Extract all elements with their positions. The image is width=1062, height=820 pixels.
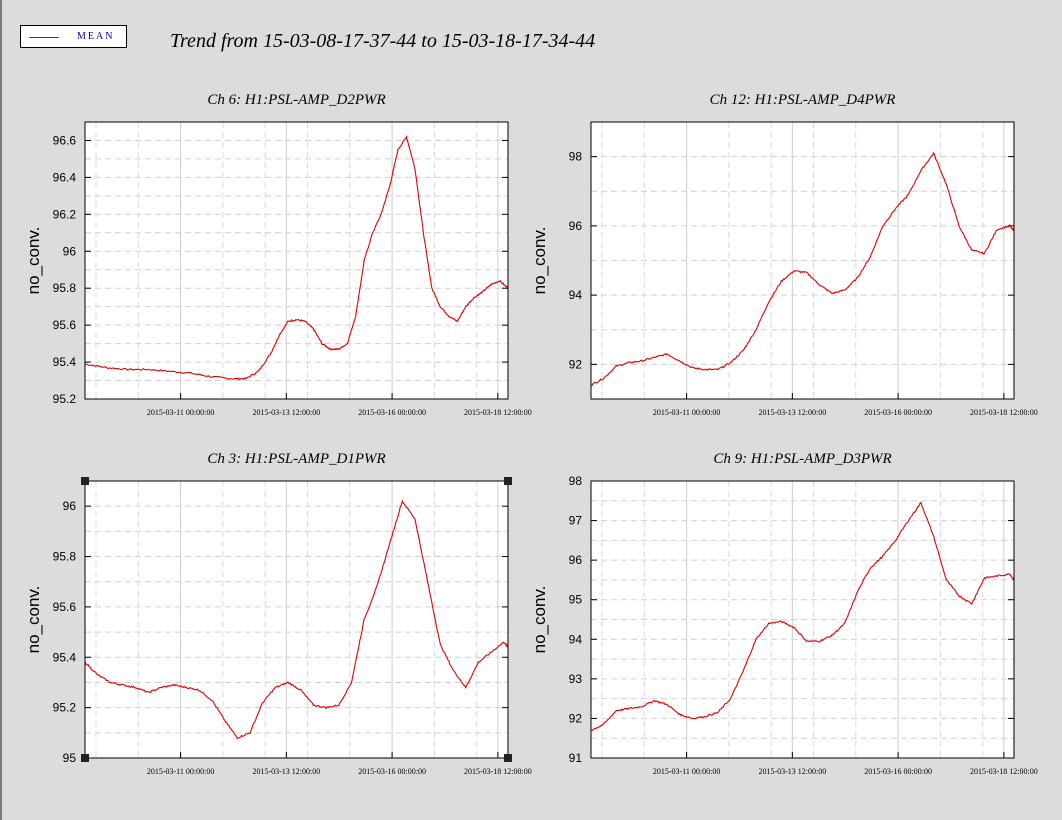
selection-handle xyxy=(504,754,512,762)
plot-area xyxy=(85,481,508,758)
x-tick-label: 2015-03-13 12:00:00 xyxy=(252,767,320,776)
legend-line-swatch xyxy=(29,37,59,38)
y-tick-label: 96 xyxy=(63,499,77,513)
y-tick-label: 97 xyxy=(569,514,583,528)
y-tick-label: 98 xyxy=(569,474,583,488)
chart-title: Ch 6: H1:PSL-AMP_D2PWR xyxy=(207,92,385,108)
chart-title: Ch 12: H1:PSL-AMP_D4PWR xyxy=(710,92,896,108)
y-axis-label: no_conv. xyxy=(530,586,549,654)
chart-title: Ch 9: H1:PSL-AMP_D3PWR xyxy=(713,451,891,467)
chart-panel-3: 95 95.2 95.4 95.6 95.8 96 2015-03-11 00:00:00 2… xyxy=(24,451,532,776)
y-tick-label: 94 xyxy=(569,288,583,302)
plot-frame xyxy=(590,121,1015,400)
y-tick-label: 91 xyxy=(569,751,583,765)
y-tick-label: 95 xyxy=(569,593,583,607)
selection-handle xyxy=(81,754,89,762)
series-line-mean xyxy=(84,499,509,740)
y-axis-label: no_conv. xyxy=(24,586,43,654)
y-tick-label: 95.6 xyxy=(53,318,77,332)
y-tick-label: 92 xyxy=(569,357,583,371)
y-tick-label: 95.4 xyxy=(53,650,77,664)
y-axis-label: no_conv. xyxy=(530,227,549,295)
plot-frame xyxy=(84,480,509,759)
y-tick-label: 94 xyxy=(569,632,583,646)
y-tick-label: 92 xyxy=(569,711,583,725)
x-tick-label: 2015-03-18 12:00:00 xyxy=(970,767,1038,776)
chart-panel-4: 91 92 93 94 95 96 97 98 2015-03-11 00:00:00 2015-… xyxy=(530,451,1038,776)
series-line-mean xyxy=(591,501,1015,731)
selection-handle xyxy=(81,477,89,485)
y-tick-label: 95.6 xyxy=(53,600,77,614)
y-tick-label: 96 xyxy=(569,553,583,567)
plot-frame xyxy=(84,121,509,400)
x-tick-label: 2015-03-13 12:00:00 xyxy=(758,767,826,776)
y-tick-label: 96 xyxy=(569,219,583,233)
y-tick-label: 96 xyxy=(63,244,77,258)
y-tick-label: 96.6 xyxy=(53,133,77,147)
y-tick-label: 95.4 xyxy=(53,355,77,369)
x-tick-label: 2015-03-13 12:00:00 xyxy=(758,408,826,417)
selection-handle xyxy=(504,477,512,485)
chart-panel-1: 95.2 95.4 95.6 95.8 96 96.2 96.4 96.6 2015-03-11… xyxy=(24,92,532,417)
y-tick-label: 95.8 xyxy=(53,281,77,295)
y-tick-label: 95 xyxy=(63,751,77,765)
x-tick-label: 2015-03-13 12:00:00 xyxy=(252,408,320,417)
legend-box: MEAN xyxy=(20,25,127,48)
plot-frame xyxy=(590,480,1015,759)
series-line-mean xyxy=(590,151,1015,387)
chart-panel-2: 92 94 96 98 2015-03-11 00:00:00 2015-03-13 12… xyxy=(530,92,1038,417)
window-left-border xyxy=(0,0,2,820)
x-tick-label: 2015-03-11 00:00:00 xyxy=(653,408,720,417)
x-tick-label: 2015-03-11 00:00:00 xyxy=(147,767,214,776)
y-tick-label: 96.2 xyxy=(53,207,77,221)
x-tick-label: 2015-03-16 00:00:00 xyxy=(358,408,426,417)
x-tick-label: 2015-03-11 00:00:00 xyxy=(653,767,720,776)
x-tick-label: 2015-03-16 00:00:00 xyxy=(864,408,932,417)
y-tick-label: 95.2 xyxy=(53,701,77,715)
plot-area xyxy=(85,122,508,399)
series-line-mean xyxy=(84,134,509,381)
x-tick-label: 2015-03-18 12:00:00 xyxy=(464,767,532,776)
chart-title: Ch 3: H1:PSL-AMP_D1PWR xyxy=(207,451,385,467)
x-tick-label: 2015-03-16 00:00:00 xyxy=(358,767,426,776)
x-tick-label: 2015-03-18 12:00:00 xyxy=(970,408,1038,417)
y-tick-label: 98 xyxy=(569,150,583,164)
y-tick-label: 95.8 xyxy=(53,550,77,564)
x-tick-label: 2015-03-11 00:00:00 xyxy=(147,408,214,417)
legend-label: MEAN xyxy=(77,31,115,42)
y-tick-label: 95.2 xyxy=(53,392,77,406)
y-axis-label: no_conv. xyxy=(24,227,43,295)
x-tick-label: 2015-03-16 00:00:00 xyxy=(864,767,932,776)
page-title: Trend from 15-03-08-17-37-44 to 15-03-18… xyxy=(170,30,596,52)
x-tick-label: 2015-03-18 12:00:00 xyxy=(464,408,532,417)
y-tick-label: 96.4 xyxy=(53,170,77,184)
y-tick-label: 93 xyxy=(569,672,583,686)
